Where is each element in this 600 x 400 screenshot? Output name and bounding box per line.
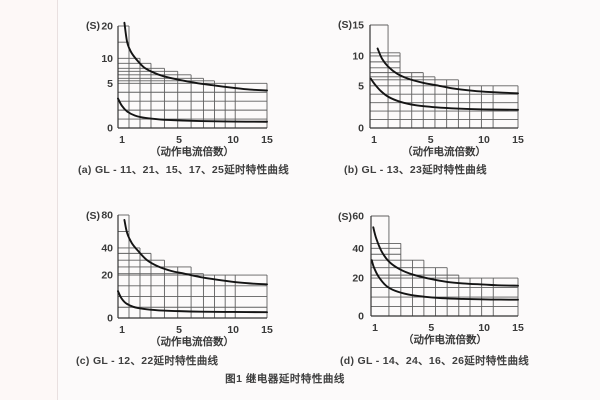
y-tick-label: 10 bbox=[352, 50, 364, 62]
x-tick-label: 5 bbox=[176, 324, 182, 336]
x-tick-label: 15 bbox=[512, 322, 524, 334]
chart-caption-c: (c) GL - 12、22延时特性曲线 bbox=[76, 355, 219, 367]
page-divider bbox=[57, 0, 58, 400]
y-axis-unit-label: (S) bbox=[338, 211, 352, 223]
x-axis-title: （动作电流倍数） bbox=[403, 333, 487, 346]
lower-limit-curve bbox=[117, 290, 268, 314]
x-tick-label: 10 bbox=[478, 322, 490, 334]
y-tick-label: 20 bbox=[101, 270, 113, 282]
x-tick-label: 10 bbox=[478, 134, 490, 146]
y-axis-unit-label: (S) bbox=[338, 19, 352, 31]
chart-b: (S) 0 5 10 15 1 5 10 15 （动作电流倍数） (b) GL - 13、23延时… bbox=[300, 0, 600, 200]
y-tick-label: 40 bbox=[352, 243, 364, 255]
y-tick-label: 0 bbox=[107, 313, 113, 325]
x-axis-title: （动作电流倍数） bbox=[150, 335, 234, 348]
y-tick-label: 20 bbox=[352, 273, 364, 285]
y-tick-label: 5 bbox=[107, 78, 113, 90]
x-tick-label: 1 bbox=[371, 134, 377, 146]
y-tick-label: 15 bbox=[352, 20, 364, 32]
upper-limit-curve bbox=[123, 21, 268, 92]
x-tick-label: 15 bbox=[512, 134, 524, 146]
lower-limit-curve bbox=[117, 97, 268, 123]
y-tick-label: 0 bbox=[358, 311, 364, 323]
x-tick-label: 1 bbox=[119, 134, 125, 146]
x-axis-title: （动作电流倍数） bbox=[402, 145, 486, 158]
chart-c: (S) 0 20 40 80 1 5 10 15 （动作电流倍数） (c) GL - 12、22延… bbox=[0, 200, 300, 400]
x-tick-label: 15 bbox=[261, 324, 273, 336]
y-tick-label: 80 bbox=[101, 210, 113, 222]
lower-limit-curve bbox=[370, 259, 519, 301]
upper-limit-curve bbox=[372, 226, 519, 287]
x-tick-label: 1 bbox=[372, 322, 378, 334]
chart-caption-a: (a) GL - 11、21、15、17、25延时特性曲线 bbox=[78, 164, 289, 176]
y-tick-label: 0 bbox=[358, 123, 364, 135]
x-tick-label: 1 bbox=[119, 324, 125, 336]
x-tick-label: 10 bbox=[227, 134, 239, 146]
x-tick-label: 10 bbox=[227, 324, 239, 336]
page-margin-strip bbox=[0, 0, 57, 400]
y-tick-label: 20 bbox=[101, 21, 113, 33]
chart-d: (S) 0 20 40 60 1 5 10 15 （动作电流倍数） (d) GL - 14、24、… bbox=[300, 200, 600, 400]
y-tick-label: 5 bbox=[358, 80, 364, 92]
lower-limit-curve bbox=[369, 77, 519, 111]
y-tick-label: 60 bbox=[352, 211, 364, 223]
y-axis-unit-label: (S) bbox=[86, 20, 100, 32]
chart-caption-b: (b) GL - 13、23延时特性曲线 bbox=[344, 164, 487, 176]
upper-limit-curve bbox=[123, 218, 268, 286]
x-tick-label: 5 bbox=[428, 322, 434, 334]
x-tick-label: 5 bbox=[428, 134, 434, 146]
y-axis-unit-label: (S) bbox=[86, 210, 100, 222]
figure-caption: 图1 继电器延时特性曲线 bbox=[225, 373, 345, 385]
x-axis-title: （动作电流倍数） bbox=[150, 145, 234, 158]
chart-a: (S) 0 5 10 20 1 5 10 15 （动作电流倍数） (a) GL - 11、21、1… bbox=[0, 0, 300, 200]
x-tick-label: 15 bbox=[261, 134, 273, 146]
upper-limit-curve bbox=[376, 47, 519, 95]
x-tick-label: 5 bbox=[176, 134, 182, 146]
y-tick-label: 0 bbox=[107, 123, 113, 135]
chart-caption-d: (d) GL - 14、24、16、26延时特性曲线 bbox=[340, 355, 530, 367]
y-tick-label: 40 bbox=[101, 242, 113, 254]
y-tick-label: 10 bbox=[101, 53, 113, 65]
